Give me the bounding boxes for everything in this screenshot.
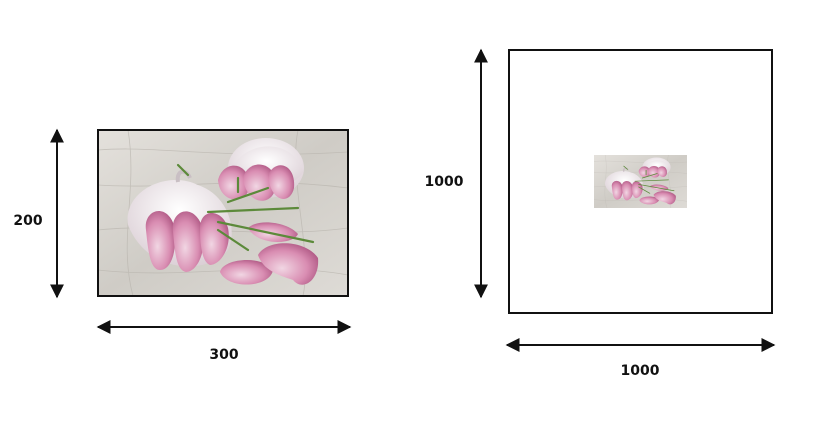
garlic-photo-small <box>594 155 687 208</box>
left-width-label: 300 <box>209 347 239 363</box>
right-height-label: 1000 <box>424 174 464 190</box>
garlic-photo <box>98 130 348 296</box>
right-width-label: 1000 <box>620 363 660 379</box>
left-image-frame <box>97 129 349 297</box>
left-height-label: 200 <box>13 213 43 229</box>
